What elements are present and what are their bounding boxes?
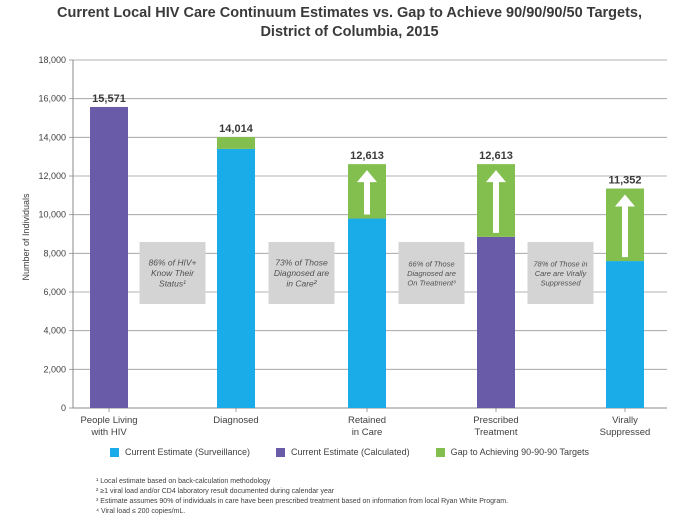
y-tick-label: 14,000 bbox=[38, 132, 66, 142]
bar-current-estimate bbox=[90, 106, 128, 408]
legend-swatch-calculated bbox=[276, 447, 286, 457]
x-category-label: Diagnosed bbox=[213, 415, 258, 426]
footnote-1: ¹ Local estimate based on back-calculati… bbox=[96, 478, 271, 485]
y-tick-label: 8,000 bbox=[43, 248, 66, 258]
x-category-label: People Living bbox=[80, 415, 137, 426]
annotation-text: Diagnosed are bbox=[407, 269, 456, 278]
legend-item-calculated: Current Estimate (Calculated) bbox=[276, 447, 410, 457]
legend-item-gap: Gap to Achieving 90-90-90 Targets bbox=[435, 447, 590, 457]
legend-label-surveillance: Current Estimate (Surveillance) bbox=[124, 447, 251, 457]
footnotes: ¹ Local estimate based on back-calculati… bbox=[96, 477, 508, 517]
bar-value-label: 12,613 bbox=[479, 150, 513, 162]
annotation-text: 66% of Those bbox=[408, 260, 454, 269]
y-tick-label: 12,000 bbox=[38, 171, 66, 181]
legend-label-gap: Gap to Achieving 90-90-90 Targets bbox=[450, 447, 590, 457]
x-category-label-line2: Suppressed bbox=[600, 427, 651, 438]
x-category-label: Prescribed bbox=[473, 415, 518, 426]
up-arrow-icon bbox=[615, 194, 635, 258]
y-tick-label: 4,000 bbox=[43, 326, 66, 336]
annotation-text: 73% of Those bbox=[275, 258, 328, 268]
y-tick-label: 6,000 bbox=[43, 287, 66, 297]
y-tick-label: 2,000 bbox=[43, 364, 66, 374]
annotation-text: 78% of Those in bbox=[533, 260, 587, 269]
bar-value-label: 15,571 bbox=[92, 93, 126, 105]
bar-value-label: 14,014 bbox=[219, 123, 254, 135]
y-tick-label: 10,000 bbox=[38, 210, 66, 220]
x-category-label: Retained bbox=[348, 415, 386, 426]
legend-swatch-surveillance bbox=[109, 447, 119, 457]
x-category-label: Virally bbox=[612, 415, 638, 426]
legend-item-surveillance: Current Estimate (Surveillance) bbox=[109, 447, 251, 457]
x-category-label-line2: with HIV bbox=[90, 427, 127, 438]
annotation-box bbox=[268, 242, 335, 304]
x-category-label-line2: Treatment bbox=[475, 427, 518, 438]
footnote-4: ⁴ Viral load ≤ 200 copies/mL. bbox=[96, 508, 186, 515]
footnote-2: ² ≥1 viral load and/or CD4 laboratory re… bbox=[96, 488, 335, 495]
annotation-text: Diagnosed are bbox=[274, 268, 330, 278]
y-tick-label: 16,000 bbox=[38, 94, 66, 104]
legend-swatch-gap bbox=[435, 447, 445, 457]
annotation-text: Suppressed bbox=[540, 279, 581, 288]
y-tick-label: 18,000 bbox=[38, 55, 66, 65]
bar-current-estimate bbox=[606, 261, 644, 408]
annotation-box bbox=[139, 242, 206, 304]
up-arrow-icon bbox=[357, 170, 377, 215]
bar-current-estimate bbox=[217, 148, 255, 408]
footnote-3: ³ Estimate assumes 90% of individuals in… bbox=[96, 498, 509, 505]
bar-gap-to-target bbox=[217, 137, 255, 149]
y-tick-label: 0 bbox=[61, 403, 66, 413]
legend-label-calculated: Current Estimate (Calculated) bbox=[291, 447, 410, 457]
chart-title-line1: Current Local HIV Care Continuum Estimat… bbox=[56, 5, 643, 21]
bar-value-label: 12,613 bbox=[350, 150, 384, 162]
bar-value-label: 11,352 bbox=[608, 175, 641, 187]
bar-current-estimate bbox=[477, 236, 515, 408]
annotation-text: 86% of HIV+ bbox=[149, 258, 197, 268]
x-category-label-line2: in Care bbox=[352, 427, 383, 438]
bar-current-estimate bbox=[348, 218, 386, 408]
annotation-text: Care are Virally bbox=[535, 269, 588, 278]
chart-legend: Current Estimate (Surveillance) Current … bbox=[0, 447, 699, 457]
annotation-box bbox=[398, 242, 465, 304]
annotation-text: Status¹ bbox=[159, 279, 186, 289]
annotation-text: Know Their bbox=[151, 268, 195, 278]
annotation-text: On Treatment³ bbox=[407, 279, 456, 288]
bar-chart: 0 2,000 4,000 6,000 8,000 10,000 12,000 14,000 1… bbox=[38, 55, 667, 438]
chart-title-line2: District of Columbia, 2015 bbox=[260, 24, 439, 40]
annotation-text: in Care² bbox=[286, 279, 317, 289]
chart-title: Current Local HIV Care Continuum Estimat… bbox=[0, 4, 699, 42]
up-arrow-icon bbox=[486, 170, 506, 233]
annotation-box bbox=[527, 242, 594, 304]
